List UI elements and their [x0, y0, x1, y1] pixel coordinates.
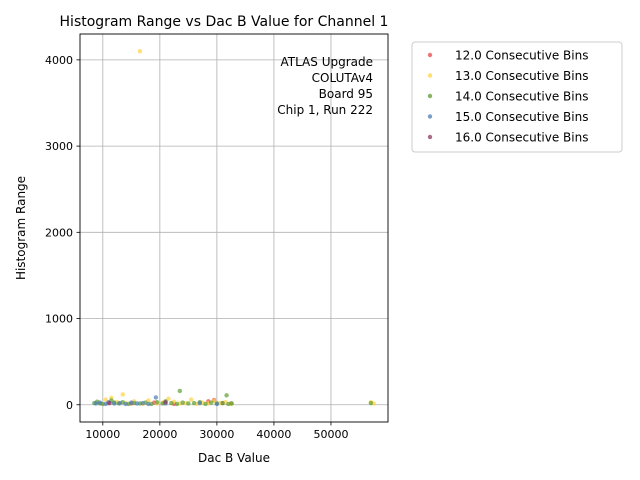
chart-annotation: ATLAS Upgrade COLUTAv4 Board 95 Chip 1, Run…	[277, 55, 373, 117]
data-point	[189, 397, 194, 402]
annotation-line: Board 95	[319, 87, 373, 101]
plot-points	[92, 49, 376, 407]
x-tick-label: 30000	[199, 428, 234, 441]
data-point	[129, 400, 134, 405]
data-point	[214, 401, 220, 407]
y-tick-label: 3000	[45, 140, 73, 153]
data-point	[229, 401, 234, 406]
y-axis-ticks: 0 1000 2000 3000 4000	[45, 54, 80, 412]
data-point	[137, 49, 143, 54]
y-tick-label: 2000	[45, 226, 73, 239]
data-point	[368, 400, 374, 406]
legend-label: 16.0 Consecutive Bins	[455, 131, 588, 145]
x-tick-label: 40000	[256, 428, 291, 441]
data-point	[197, 400, 202, 406]
x-axis-label: Dac B Value	[198, 451, 270, 465]
data-point	[169, 400, 174, 406]
data-point	[191, 400, 197, 406]
data-point	[226, 401, 231, 407]
legend-frame	[411, 41, 623, 153]
data-point	[112, 401, 117, 406]
legend-item: 15.0 Consecutive Bins	[427, 110, 588, 124]
legend-marker	[427, 114, 433, 119]
x-tick-label: 50000	[313, 428, 348, 441]
data-point	[123, 401, 128, 407]
data-point	[103, 397, 108, 402]
series-5-points	[107, 399, 168, 406]
legend-item: 12.0 Consecutive Bins	[427, 49, 588, 63]
legend-item: 14.0 Consecutive Bins	[427, 90, 588, 104]
x-tick-label: 20000	[142, 428, 177, 441]
data-point	[203, 401, 208, 407]
legend-label: 14.0 Consecutive Bins	[455, 90, 588, 104]
legend-item: 16.0 Consecutive Bins	[427, 131, 588, 145]
data-point	[174, 401, 180, 407]
legend-label: 12.0 Consecutive Bins	[455, 49, 588, 63]
data-point	[208, 400, 214, 405]
legend-label: 15.0 Consecutive Bins	[455, 110, 588, 124]
data-point	[186, 401, 191, 406]
data-point	[180, 400, 185, 405]
data-point	[107, 400, 112, 406]
y-tick-label: 1000	[45, 313, 73, 326]
chart-title: Histogram Range vs Dac B Value for Chann…	[60, 14, 389, 30]
data-point	[224, 393, 229, 398]
data-point	[120, 392, 125, 397]
data-point	[117, 400, 123, 406]
data-point	[153, 395, 159, 400]
legend-marker	[427, 134, 433, 140]
legend-marker	[427, 93, 433, 99]
data-point	[134, 401, 140, 406]
data-point	[146, 401, 151, 407]
data-point	[93, 401, 99, 406]
legend-marker	[427, 73, 433, 78]
x-axis-ticks: 10000 20000 30000 40000 50000	[85, 422, 348, 441]
legend-marker	[427, 52, 433, 58]
data-point	[163, 399, 168, 405]
y-axis-label: Histogram Range	[14, 176, 28, 280]
data-point	[154, 399, 160, 405]
annotation-line: Chip 1, Run 222	[277, 103, 373, 117]
plot-frame	[79, 33, 389, 423]
x-tick-label: 10000	[85, 428, 120, 441]
data-point	[220, 400, 225, 406]
annotation-line: ATLAS Upgrade	[280, 55, 373, 69]
annotation-line: COLUTAv4	[312, 71, 373, 85]
legend: 12.0 Consecutive Bins 13.0 Consecutive Bi…	[411, 41, 623, 153]
legend-item: 13.0 Consecutive Bins	[427, 69, 588, 83]
data-point	[177, 388, 183, 394]
data-point	[166, 396, 171, 401]
y-tick-label: 0	[66, 399, 73, 412]
data-point	[140, 400, 145, 406]
legend-label: 13.0 Consecutive Bins	[455, 69, 588, 83]
data-point	[97, 400, 103, 405]
y-tick-label: 4000	[45, 54, 73, 67]
